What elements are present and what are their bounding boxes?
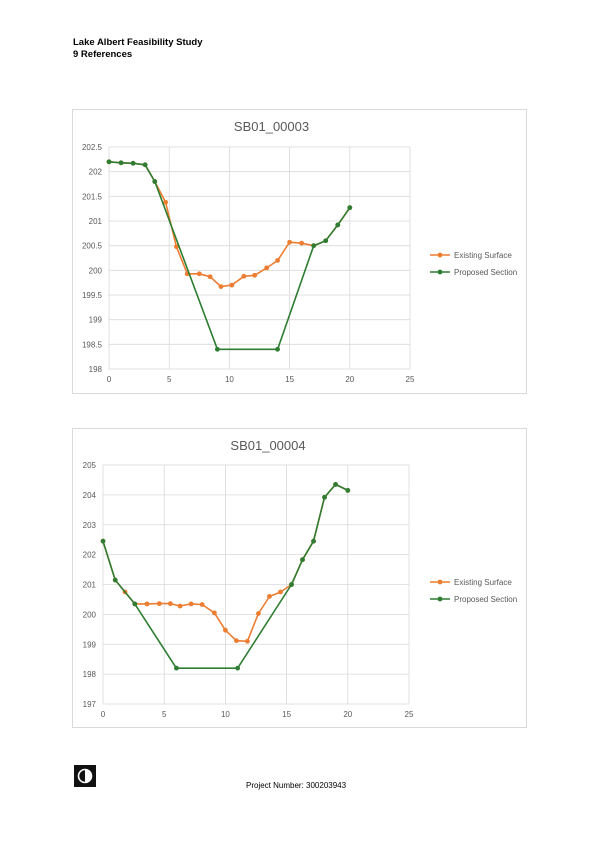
- legend-marker-proposed-section: [437, 269, 443, 275]
- data-point-proposed-section: [112, 577, 118, 583]
- chart-sb01-00003: SB01_00003 198 198.5 199 199.5 200 200.5 201 201…: [72, 109, 527, 394]
- data-point-proposed-section: [100, 538, 106, 544]
- y-tick-label: 202: [89, 168, 103, 177]
- data-point-proposed-section: [142, 162, 148, 168]
- data-point-proposed-section: [275, 346, 280, 352]
- data-point-existing-surface: [218, 284, 224, 290]
- y-tick-label: 200: [89, 266, 103, 275]
- data-point-proposed-section: [130, 160, 136, 166]
- y-tick-label: 205: [83, 461, 97, 470]
- data-point-proposed-section: [289, 582, 294, 587]
- data-point-existing-surface: [245, 638, 250, 644]
- chart-title: SB01_00003: [234, 119, 309, 134]
- document-header: Lake Albert Feasibility Study 9 Referenc…: [73, 37, 203, 61]
- legend-label-proposed-section: Proposed Section: [454, 595, 517, 604]
- section-title: 9 References: [73, 49, 133, 60]
- y-tick-label: 198: [89, 365, 103, 374]
- data-point-proposed-section: [347, 205, 353, 211]
- data-point-existing-surface: [252, 272, 258, 278]
- data-point-existing-surface: [188, 601, 194, 607]
- x-tick-label: 10: [221, 710, 230, 719]
- data-point-existing-surface: [207, 274, 213, 280]
- data-point-existing-surface: [196, 271, 202, 277]
- legend-marker-proposed-section: [437, 596, 443, 602]
- data-point-existing-surface: [299, 240, 305, 246]
- data-point-existing-surface: [278, 589, 283, 595]
- company-logo: [74, 765, 96, 787]
- data-point-existing-surface: [156, 601, 162, 607]
- y-tick-label: 204: [83, 491, 97, 500]
- x-tick-label: 15: [285, 375, 294, 384]
- data-point-existing-surface: [177, 603, 183, 609]
- data-point-proposed-section: [214, 346, 220, 352]
- legend-label-existing-surface: Existing Surface: [454, 578, 512, 587]
- data-point-existing-surface: [223, 627, 228, 633]
- y-tick-label: 201: [83, 581, 97, 590]
- data-point-proposed-section: [335, 222, 341, 228]
- y-tick-label: 202.5: [82, 143, 103, 152]
- document-title: Lake Albert Feasibility Study: [73, 37, 203, 48]
- y-tick-label: 203: [83, 521, 97, 530]
- data-point-proposed-section: [118, 160, 124, 166]
- x-tick-label: 25: [406, 375, 415, 384]
- data-point-proposed-section: [311, 538, 316, 544]
- data-point-existing-surface: [167, 601, 173, 607]
- project-number: Project Number: 300203943: [246, 781, 347, 790]
- data-point-proposed-section: [235, 665, 241, 671]
- y-tick-label: 199.5: [82, 291, 103, 300]
- chart-svg-1: SB01_00003198198.5199199.5200200.5201201…: [82, 119, 517, 384]
- data-point-existing-surface: [241, 273, 247, 279]
- y-tick-label: 198.5: [82, 340, 103, 349]
- data-point-proposed-section: [333, 482, 338, 487]
- data-point-existing-surface: [234, 638, 239, 644]
- data-point-existing-surface: [199, 602, 205, 607]
- x-tick-label: 15: [282, 710, 291, 719]
- y-tick-label: 197: [83, 700, 97, 709]
- data-point-proposed-section: [322, 494, 327, 500]
- data-point-existing-surface: [174, 244, 179, 250]
- data-point-existing-surface: [287, 239, 292, 245]
- legend-marker-existing-surface: [437, 579, 443, 585]
- data-point-proposed-section: [174, 665, 179, 671]
- y-tick-label: 201.5: [82, 192, 103, 201]
- x-tick-label: 0: [101, 710, 106, 719]
- chart-svg-2: SB01_00004 197 198 199 200 201 202 203 204 205 0 5 1…: [83, 438, 518, 719]
- data-point-existing-surface: [229, 282, 235, 288]
- data-point-proposed-section: [300, 557, 305, 563]
- data-point-proposed-section: [311, 243, 317, 249]
- data-point-existing-surface: [275, 258, 280, 263]
- y-tick-label: 199: [83, 640, 97, 649]
- y-tick-label: 200.5: [82, 242, 103, 251]
- data-point-proposed-section: [132, 601, 138, 607]
- data-point-existing-surface: [264, 265, 270, 271]
- y-tick-label: 200: [83, 610, 97, 619]
- x-tick-label: 20: [345, 375, 354, 384]
- chart-title: SB01_00004: [230, 438, 305, 453]
- y-tick-label: 201: [89, 217, 103, 226]
- data-point-existing-surface: [267, 594, 272, 599]
- data-point-proposed-section: [106, 159, 112, 165]
- x-tick-label: 20: [343, 710, 352, 719]
- data-point-existing-surface: [163, 199, 168, 205]
- x-tick-label: 25: [405, 710, 414, 719]
- data-point-existing-surface: [144, 601, 150, 607]
- data-point-proposed-section: [152, 179, 158, 184]
- data-point-existing-surface: [256, 611, 261, 616]
- data-point-proposed-section: [323, 238, 329, 244]
- x-tick-label: 10: [225, 375, 234, 384]
- x-tick-label: 5: [167, 375, 172, 384]
- y-tick-label: 199: [89, 316, 103, 325]
- legend-marker-existing-surface: [437, 252, 443, 258]
- data-point-existing-surface: [211, 610, 217, 616]
- y-tick-label: 198: [83, 670, 97, 679]
- legend-label-existing-surface: Existing Surface: [454, 251, 512, 260]
- x-tick-label: 0: [107, 375, 112, 384]
- legend-label-proposed-section: Proposed Section: [454, 268, 517, 277]
- x-tick-label: 5: [162, 710, 167, 719]
- chart-sb01-00004: SB01_00004 197 198 199 200 201 202 203 204 205 0 5 1…: [72, 428, 527, 728]
- data-point-proposed-section: [345, 487, 351, 493]
- y-tick-label: 202: [83, 551, 97, 560]
